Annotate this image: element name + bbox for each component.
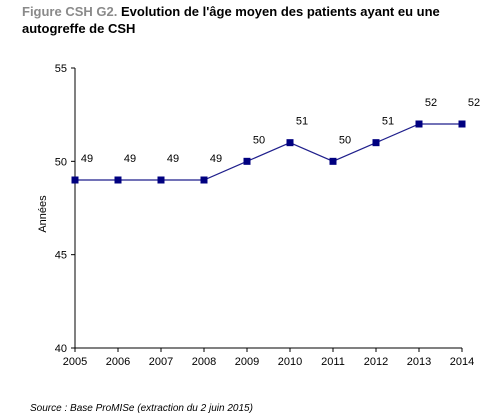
x-axis-ticks: 2005 2006 2007 2008 2009 2010 2011 2012 2013 2014 — [63, 348, 474, 368]
data-label: 49 — [210, 153, 222, 165]
y-axis-ticks: 40 45 50 55 — [55, 63, 75, 355]
x-tick-label: 2008 — [192, 356, 216, 368]
data-point-marker — [286, 139, 294, 147]
chart-axes — [74, 68, 462, 349]
figure-prefix: Figure CSH G2. — [22, 4, 118, 19]
data-point-marker — [200, 176, 208, 184]
data-point-marker — [458, 120, 466, 128]
y-tick-label: 45 — [55, 250, 67, 262]
data-label: 50 — [339, 134, 351, 146]
data-point-marker — [71, 176, 79, 184]
data-point-marker — [329, 157, 337, 165]
x-tick-label: 2006 — [106, 356, 130, 368]
x-tick-label: 2009 — [235, 356, 259, 368]
x-tick-label: 2014 — [450, 356, 474, 368]
x-tick-label: 2013 — [407, 356, 431, 368]
data-label: 49 — [81, 153, 93, 165]
data-label: 52 — [468, 97, 480, 109]
data-point-marker — [243, 157, 251, 165]
x-tick-label: 2007 — [149, 356, 173, 368]
data-point-marker — [415, 120, 423, 128]
figure-title: Evolution de l'âge moyen des patients ay… — [22, 4, 440, 36]
data-point-marker — [372, 139, 380, 147]
y-axis-title: Années — [37, 195, 49, 233]
x-tick-label: 2012 — [364, 356, 388, 368]
data-point-marker — [114, 176, 122, 184]
data-label: 49 — [124, 153, 136, 165]
data-label: 50 — [253, 134, 265, 146]
x-tick-label: 2010 — [278, 356, 302, 368]
data-label: 49 — [167, 153, 179, 165]
chart-title: Figure CSH G2. Evolution de l'âge moyen … — [22, 3, 492, 37]
data-label: 51 — [296, 116, 308, 128]
series-line-group: 49 49 49 49 50 51 50 51 52 52 — [71, 97, 480, 184]
x-tick-label: 2011 — [321, 356, 345, 368]
y-tick-label: 55 — [55, 63, 67, 75]
data-point-marker — [157, 176, 165, 184]
source-note: Source : Base ProMISe (extraction du 2 j… — [30, 403, 253, 414]
y-tick-label: 50 — [55, 156, 67, 168]
y-tick-label: 40 — [55, 343, 67, 355]
data-label: 52 — [425, 97, 437, 109]
series-line — [75, 123, 462, 181]
x-tick-label: 2005 — [63, 356, 87, 368]
data-label: 51 — [382, 116, 394, 128]
